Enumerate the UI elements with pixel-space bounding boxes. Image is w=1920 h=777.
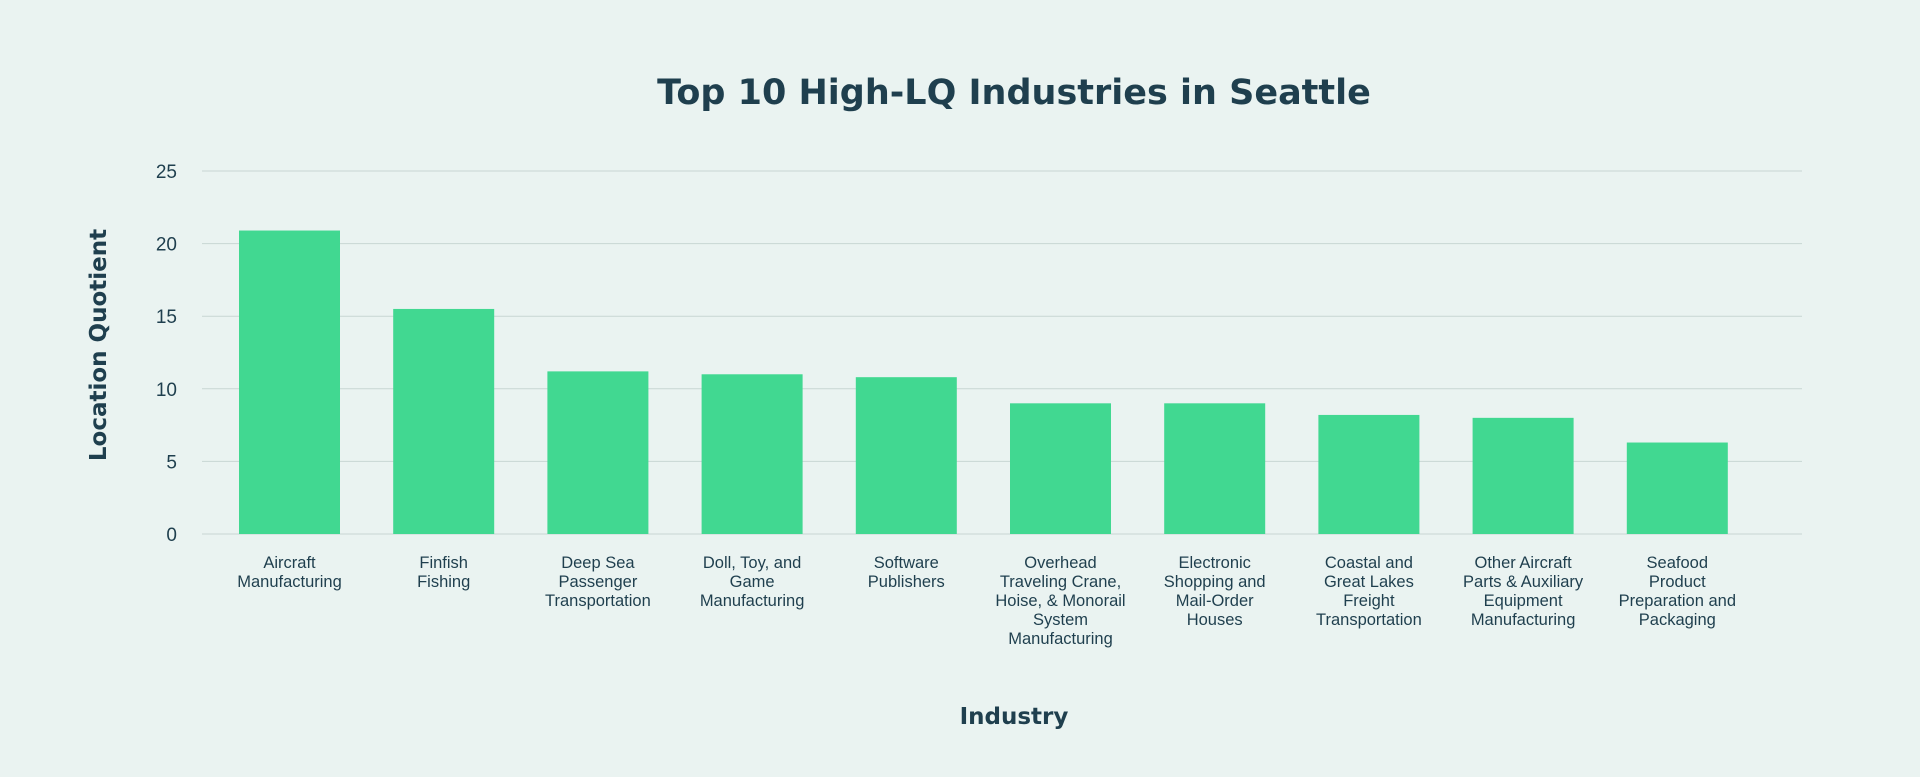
x-tick-label-line: Product <box>1649 573 1706 591</box>
x-tick-label-line: Electronic <box>1178 554 1250 572</box>
x-tick-label: Seafood Product Preparation and Packaging <box>1619 554 1736 629</box>
x-tick-label-line: Transportation <box>1316 611 1422 629</box>
x-tick-label: Software Publishers <box>868 554 945 591</box>
x-tick-label-line: Traveling Crane, <box>1000 573 1121 591</box>
x-tick-label-line: Packaging <box>1639 611 1716 629</box>
x-tick-label: Coastal and Great Lakes Freight Transportat… <box>1316 554 1422 629</box>
x-tick-label-line: System <box>1033 611 1088 629</box>
y-tick-label: 20 <box>156 235 177 256</box>
y-tick-label: 10 <box>156 380 177 401</box>
x-tick-label-line: Equipment <box>1484 592 1563 610</box>
x-tick-label-line: Publishers <box>868 573 945 591</box>
bar <box>701 374 803 534</box>
x-tick-label-line: Overhead <box>1024 554 1096 572</box>
bar <box>1010 403 1111 534</box>
x-tick-label: Deep Sea Passenger Transportation <box>545 554 651 610</box>
x-tick-label-line: Manufacturing <box>700 592 805 610</box>
bar <box>1626 442 1728 534</box>
y-axis-ticks: 0 5 10 15 20 25 <box>156 162 177 546</box>
x-tick-label: Other Aircraft Parts & Auxiliary Equipment… <box>1463 554 1584 629</box>
x-tick-label-line: Mail-Order <box>1176 592 1254 610</box>
x-tick-label-line: Parts & Auxiliary <box>1463 573 1584 591</box>
x-tick-label-line: Deep Sea <box>561 554 635 572</box>
bar <box>1318 414 1420 534</box>
x-tick-label-line: Houses <box>1187 611 1243 629</box>
x-tick-label-line: Hoise, & Monorail <box>995 592 1125 610</box>
y-tick-label: 5 <box>166 452 177 473</box>
x-tick-label-line: Freight <box>1343 592 1395 610</box>
x-tick-label-line: Manufacturing <box>237 573 342 591</box>
bar <box>855 377 957 534</box>
x-tick-label-line: Other Aircraft <box>1474 554 1572 572</box>
bar <box>239 230 340 535</box>
bar <box>1164 403 1266 534</box>
x-axis-title: Industry <box>960 704 1069 730</box>
x-tick-label-line: Finfish <box>419 554 468 572</box>
x-tick-label-line: Shopping and <box>1164 573 1266 591</box>
x-tick-label-line: Seafood <box>1647 554 1708 572</box>
bar <box>547 371 649 534</box>
x-tick-label-line: Aircraft <box>263 554 316 572</box>
x-tick-label: Aircraft Manufacturing <box>237 554 342 591</box>
x-tick-label-line: Game <box>730 573 775 591</box>
x-tick-label-line: Fishing <box>417 573 470 591</box>
y-axis-title: Location Quotient <box>86 229 112 461</box>
x-tick-label-line: Manufacturing <box>1471 611 1576 629</box>
y-tick-label: 15 <box>156 307 177 328</box>
x-tick-label-line: Transportation <box>545 592 651 610</box>
x-tick-label: Doll, Toy, and Game Manufacturing <box>700 554 805 610</box>
x-tick-label-line: Passenger <box>558 573 637 591</box>
x-tick-label: Electronic Shopping and Mail-Order Houses <box>1164 554 1266 629</box>
x-tick-label-line: Software <box>874 554 939 572</box>
x-tick-label-line: Great Lakes <box>1324 573 1414 591</box>
x-tick-label: Overhead Traveling Crane, Hoise, & Monorai… <box>995 554 1125 648</box>
y-tick-label: 25 <box>156 162 177 183</box>
bars <box>239 230 1728 535</box>
bar <box>1472 417 1574 534</box>
x-tick-label: Finfish Fishing <box>417 554 470 591</box>
bar <box>393 308 495 534</box>
x-tick-label-line: Preparation and <box>1619 592 1736 610</box>
x-tick-label-line: Doll, Toy, and <box>703 554 801 572</box>
x-tick-label-line: Coastal and <box>1325 554 1413 572</box>
y-tick-label: 0 <box>166 525 177 546</box>
x-tick-label-line: Manufacturing <box>1008 630 1113 648</box>
chart-title: Top 10 High-LQ Industries in Seattle <box>657 73 1371 113</box>
